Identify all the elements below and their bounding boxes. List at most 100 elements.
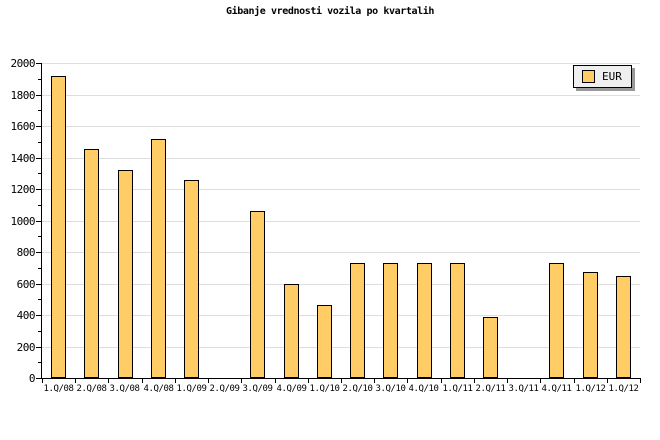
bar-3.Q/10 [383,263,398,378]
x-tick-label-12: 1.Q/11 [442,384,473,394]
x-tick-17 [607,379,608,383]
bar-3.Q/08 [118,170,133,378]
x-tick-label-2: 3.Q/08 [109,384,140,394]
bar-1.Q/12 [616,276,631,378]
bar-4.Q/11 [549,263,564,378]
bar-2.Q/10 [350,263,365,378]
x-tick-label-14: 3.Q/11 [508,384,539,394]
chart-title: Gibanje vrednosti vozila po kvartalih [226,6,434,17]
x-tick-label-7: 4.Q/09 [276,384,307,394]
y-tick-0 [36,378,42,379]
x-tick-10 [374,379,375,383]
x-tick-label-17: 1.Q/12 [608,384,639,394]
y-tick-label-2000: 2000 [10,57,36,70]
bar-1.Q/08 [51,76,66,378]
y-tick-minor-100 [38,362,42,363]
y-tick-400 [36,315,42,316]
y-tick-label-400: 400 [16,309,36,322]
gridline-600 [42,284,640,285]
bar-4.Q/09 [284,284,299,378]
bar-1.Q/11 [450,263,465,378]
x-tick-label-6: 3.Q/09 [242,384,273,394]
x-tick-6 [241,379,242,383]
bar-2.Q/08 [84,149,99,378]
y-tick-minor-1900 [38,79,42,80]
y-tick-label-1000: 1000 [10,215,36,228]
y-tick-200 [36,347,42,348]
y-tick-1600 [36,126,42,127]
y-tick-minor-900 [38,236,42,237]
x-tick-label-8: 1.Q/10 [309,384,340,394]
bar-1.Q/12 [583,272,598,378]
gridline-200 [42,347,640,348]
x-tick-1 [75,379,76,383]
y-tick-minor-700 [38,268,42,269]
legend: EUR [573,65,632,88]
x-tick-0 [42,379,43,383]
bar-4.Q/08 [151,139,166,378]
gridline-400 [42,315,640,316]
y-tick-minor-1500 [38,142,42,143]
x-tick-3 [142,379,143,383]
y-tick-minor-1700 [38,110,42,111]
x-tick-12 [441,379,442,383]
y-tick-label-200: 200 [16,341,36,354]
x-tick-label-0: 1.Q/08 [43,384,74,394]
y-tick-800 [36,252,42,253]
y-tick-label-800: 800 [16,246,36,259]
x-tick-18 [640,379,641,383]
legend-swatch-eur [582,70,595,83]
x-tick-label-13: 2.Q/11 [475,384,506,394]
y-tick-label-1200: 1200 [10,183,36,196]
x-tick-label-3: 4.Q/08 [143,384,174,394]
x-tick-14 [507,379,508,383]
gridline-800 [42,252,640,253]
x-tick-8 [308,379,309,383]
legend-label: EUR [602,70,622,83]
bar-3.Q/09 [250,211,265,378]
y-tick-minor-1100 [38,205,42,206]
x-tick-label-1: 2.Q/08 [76,384,107,394]
bar-1.Q/09 [184,180,199,378]
x-tick-label-4: 1.Q/09 [176,384,207,394]
y-tick-1000 [36,221,42,222]
x-tick-15 [540,379,541,383]
gridline-1600 [42,126,640,127]
x-tick-5 [208,379,209,383]
x-tick-4 [175,379,176,383]
y-tick-label-1400: 1400 [10,152,36,165]
x-axis-line [41,378,641,379]
y-tick-label-0: 0 [28,372,36,385]
x-tick-label-15: 4.Q/11 [541,384,572,394]
x-tick-9 [341,379,342,383]
x-tick-2 [108,379,109,383]
x-tick-label-5: 2.Q/09 [209,384,240,394]
x-tick-label-10: 3.Q/10 [375,384,406,394]
y-tick-minor-500 [38,299,42,300]
x-tick-label-16: 1.Q/12 [575,384,606,394]
x-tick-13 [474,379,475,383]
bar-4.Q/10 [417,263,432,378]
gridline-1200 [42,189,640,190]
y-tick-minor-300 [38,331,42,332]
y-tick-2000 [36,63,42,64]
y-tick-1400 [36,158,42,159]
y-tick-label-1600: 1600 [10,120,36,133]
x-tick-11 [407,379,408,383]
gridline-1000 [42,221,640,222]
bar-1.Q/10 [317,305,332,378]
y-tick-1200 [36,189,42,190]
y-tick-600 [36,284,42,285]
gridline-1400 [42,158,640,159]
y-tick-label-600: 600 [16,278,36,291]
x-tick-16 [574,379,575,383]
bar-2.Q/11 [483,317,498,378]
x-tick-label-9: 2.Q/10 [342,384,373,394]
y-tick-label-1800: 1800 [10,89,36,102]
gridline-2000 [42,63,640,64]
x-tick-label-11: 4.Q/10 [408,384,439,394]
gridline-1800 [42,95,640,96]
y-tick-1800 [36,95,42,96]
y-tick-minor-1300 [38,173,42,174]
